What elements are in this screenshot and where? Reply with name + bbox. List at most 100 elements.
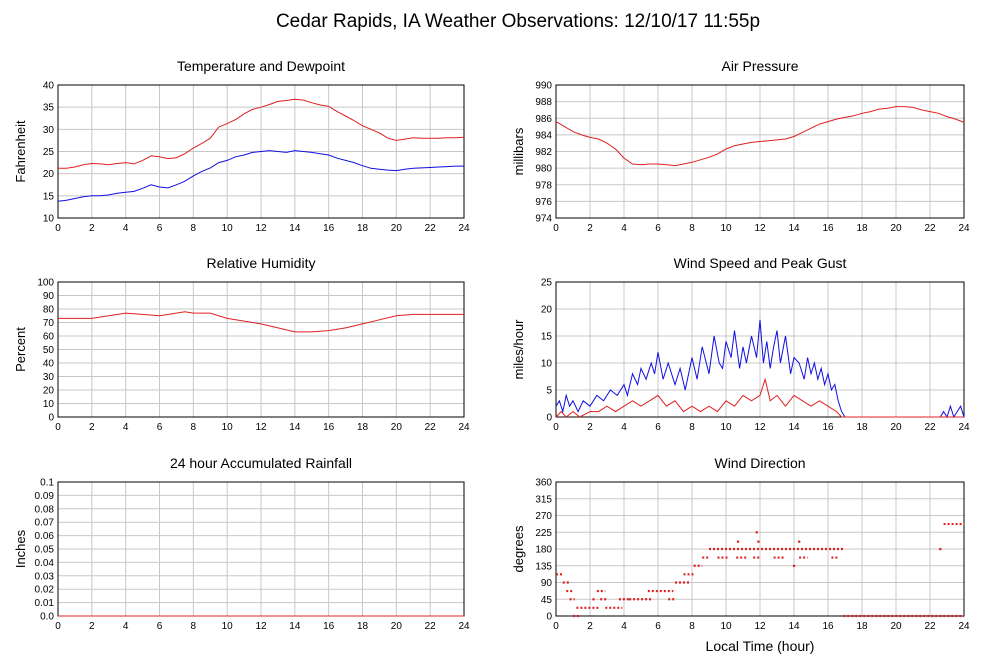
rain-ytick-label: 0.05 [35, 545, 55, 556]
rain-title: 24 hour Accumulated Rainfall [170, 455, 352, 471]
direction-ytick-label: 0 [546, 612, 552, 623]
direction-point [757, 540, 760, 543]
direction-xtick-label: 6 [655, 621, 661, 632]
rain-xtick-label: 10 [222, 621, 234, 632]
humidity-xtick-label: 20 [391, 422, 403, 433]
humidity-ylabel: Percent [13, 327, 28, 372]
temp-xtick-label: 16 [323, 223, 335, 234]
humidity-xtick-label: 4 [123, 422, 129, 433]
humidity-ytick-label: 40 [43, 359, 55, 370]
wind-xtick-label: 4 [621, 422, 627, 433]
temp-ytick-label: 15 [43, 191, 55, 202]
temp-xtick-label: 20 [391, 223, 403, 234]
rain-xtick-label: 24 [458, 621, 470, 632]
temp-ytick-label: 20 [43, 169, 55, 180]
humidity-xtick-label: 0 [55, 422, 61, 433]
temp-title: Temperature and Dewpoint [177, 58, 345, 74]
humidity-ytick-label: 100 [37, 278, 54, 289]
wind-xtick-label: 22 [924, 422, 936, 433]
wind-xtick-label: 6 [655, 422, 661, 433]
wind-ylabel: miles/hour [511, 319, 526, 380]
pressure-ytick-label: 976 [535, 197, 552, 208]
direction-ytick-label: 225 [535, 528, 552, 539]
wind-xtick-label: 16 [822, 422, 834, 433]
wind-ytick-label: 15 [541, 332, 553, 343]
pressure-xtick-label: 12 [754, 223, 766, 234]
direction-xtick-label: 16 [822, 621, 834, 632]
direction-title: Wind Direction [714, 455, 805, 471]
temp-ytick-label: 40 [43, 81, 55, 92]
direction-ytick-label: 90 [541, 578, 553, 589]
wind-ytick-label: 0 [546, 413, 552, 424]
wind-ytick-label: 20 [541, 305, 553, 316]
direction-xtick-label: 4 [621, 621, 627, 632]
rain-xtick-label: 22 [425, 621, 437, 632]
pressure-xtick-label: 22 [924, 223, 936, 234]
humidity-plot-frame [57, 281, 465, 418]
pressure-xtick-label: 0 [553, 223, 559, 234]
rain-xtick-label: 8 [191, 621, 197, 632]
rain-xtick-label: 6 [157, 621, 163, 632]
wind-xtick-label: 0 [553, 422, 559, 433]
direction-point [793, 564, 796, 567]
x-axis-label: Local Time (hour) [706, 638, 815, 654]
humidity-xtick-label: 6 [157, 422, 163, 433]
pressure-xtick-label: 2 [587, 223, 593, 234]
direction-ytick-label: 45 [541, 595, 553, 606]
pressure-xtick-label: 10 [720, 223, 732, 234]
wind-ytick-label: 10 [541, 359, 553, 370]
rain-ylabel: Inches [13, 529, 28, 568]
humidity-ytick-label: 20 [43, 386, 55, 397]
rain-ytick-label: 0.0 [40, 612, 54, 623]
temp-xtick-label: 0 [55, 223, 61, 234]
humidity-ytick-label: 80 [43, 305, 55, 316]
direction-xtick-label: 8 [689, 621, 695, 632]
pressure-series-red-line [555, 106, 965, 167]
wind-xtick-label: 14 [788, 422, 800, 433]
humidity-xtick-label: 16 [323, 422, 335, 433]
direction-xtick-label: 20 [890, 621, 902, 632]
pressure-xtick-label: 16 [822, 223, 834, 234]
temp-ylabel: Fahrenheit [13, 120, 28, 183]
pressure-ytick-label: 974 [535, 214, 552, 225]
direction-xtick-label: 24 [958, 621, 970, 632]
humidity-xtick-label: 18 [357, 422, 369, 433]
rain-ytick-label: 0.08 [35, 504, 55, 515]
rain-xtick-label: 18 [357, 621, 369, 632]
pressure-ytick-label: 982 [535, 147, 552, 158]
direction-plot-frame [555, 481, 965, 617]
pressure-xtick-label: 6 [655, 223, 661, 234]
temp-series-blue-line [57, 150, 464, 202]
rain-ytick-label: 0.03 [35, 571, 55, 582]
rain-xtick-label: 12 [255, 621, 267, 632]
direction-ytick-label: 360 [535, 478, 552, 489]
temp-ytick-label: 35 [43, 103, 55, 114]
direction-point [736, 540, 740, 543]
humidity-ytick-label: 50 [43, 345, 55, 356]
pressure-plot-frame [555, 84, 965, 219]
temp-xtick-label: 12 [255, 223, 267, 234]
pressure-ytick-label: 978 [535, 180, 552, 191]
direction-ytick-label: 315 [535, 494, 552, 505]
humidity-xtick-label: 24 [458, 422, 470, 433]
direction-xtick-label: 0 [553, 621, 559, 632]
rain-xtick-label: 4 [123, 621, 129, 632]
pressure-xtick-label: 8 [689, 223, 695, 234]
direction-point [755, 531, 758, 534]
rain-xtick-label: 16 [323, 621, 335, 632]
humidity-ytick-label: 30 [43, 372, 55, 383]
humidity-series-red-line [58, 311, 464, 333]
wind-ytick-label: 25 [541, 278, 553, 289]
rain-ytick-label: 0.01 [35, 598, 55, 609]
rain-xtick-label: 2 [89, 621, 95, 632]
pressure-xtick-label: 4 [621, 223, 627, 234]
direction-point [939, 548, 942, 551]
humidity-xtick-label: 2 [89, 422, 95, 433]
pressure-xtick-label: 24 [958, 223, 970, 234]
direction-ytick-label: 135 [535, 561, 552, 572]
